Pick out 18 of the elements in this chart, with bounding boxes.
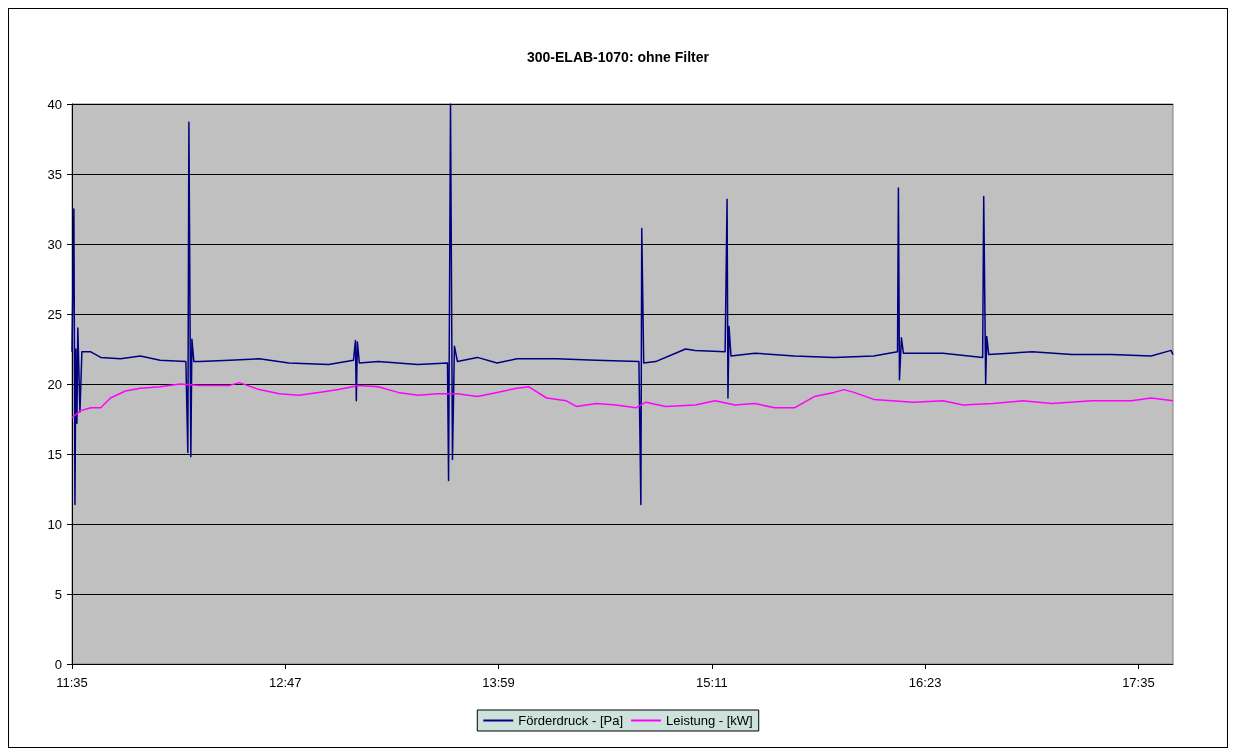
legend-label: Leistung - [kW] xyxy=(666,713,753,728)
x-tick-label: 17:35 xyxy=(1122,675,1155,690)
y-tick-label: 0 xyxy=(54,656,62,672)
y-tick-label: 25 xyxy=(47,306,62,322)
y-tick-label: 35 xyxy=(47,166,62,182)
legend-label: Förderdruck - [Pa] xyxy=(518,713,624,728)
x-tick-label: 12:47 xyxy=(269,675,302,690)
y-tick-label: 15 xyxy=(47,446,62,462)
x-tick-label: 16:23 xyxy=(908,675,942,690)
y-tick-label: 20 xyxy=(47,376,62,392)
y-tick-label: 10 xyxy=(47,516,62,532)
y-tick-label: 5 xyxy=(54,586,62,602)
x-tick-label: 11:35 xyxy=(56,675,88,690)
x-tick-label: 15:11 xyxy=(696,675,728,690)
y-tick-label: 30 xyxy=(47,236,62,252)
chart-title: 300-ELAB-1070: ohne Filter xyxy=(526,49,710,65)
x-tick-label: 13:59 xyxy=(482,675,515,690)
y-tick-label: 40 xyxy=(47,96,62,112)
